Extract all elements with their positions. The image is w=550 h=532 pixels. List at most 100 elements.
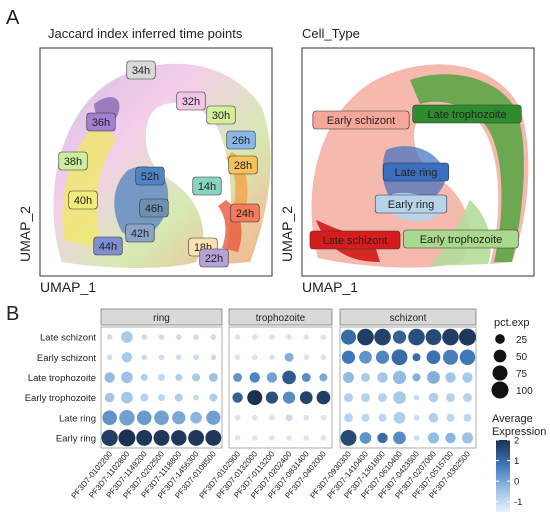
right-umap-label-text: Late schizont [323,235,388,247]
left-umap-label-text: 36h [92,117,110,129]
dot [340,329,357,345]
dot [251,354,258,361]
right-umap-label-text: Late ring [395,167,438,179]
dot [157,394,166,402]
row-label: Early ring [56,433,96,444]
dot [425,329,442,346]
dot [391,349,408,366]
dot [157,373,166,381]
color-tick-label: 1 [514,456,519,467]
dot [442,349,459,365]
dot [175,334,182,340]
right-umap-label: Late schizont [309,230,401,250]
dot [284,352,294,362]
color-tick-label: 2 [514,436,519,447]
row-label: Early schizont [37,353,96,364]
dot [463,413,472,422]
dot [174,393,183,402]
dot [428,412,439,423]
dot [393,431,406,445]
dot [102,410,117,426]
dot [342,371,355,383]
dot [413,414,420,421]
right-umap-label: Early trophozoite [403,229,519,249]
dot [359,432,372,444]
dot [251,435,258,441]
dot [193,354,199,361]
left-umap-label-text: 42h [131,228,149,240]
left-umap-label-text: 32h [182,96,200,108]
dot [303,354,310,361]
dot [104,392,115,403]
facet-strip [100,308,223,326]
left-umap-label: 38h [58,151,88,171]
dot [190,411,202,424]
dot [269,435,275,441]
row-label: Late trophozoite [28,373,96,384]
dot [393,391,406,404]
left-umap-label-text: 30h [212,110,230,122]
dot [303,435,310,441]
dot [286,334,292,340]
dot [303,334,310,340]
row-label: Late ring [59,413,96,424]
dot [251,334,258,340]
left-umap-label: 24h [230,203,260,223]
size-legend: 25 50 75 100 [491,334,533,399]
dot [265,391,279,404]
dot [106,334,113,340]
right-umap-label: Late trophozoite [412,104,522,124]
dot [158,334,165,340]
dot [320,435,327,441]
dot [320,414,327,421]
right-umap-label: Early schizont [312,110,410,130]
dot [303,414,310,421]
dot [357,328,374,346]
left-umap-label: 26h [226,130,256,150]
dot [193,334,199,340]
color-tick-label: -1 [514,497,522,508]
facet-panel [100,326,223,449]
dot [301,372,311,382]
dot [378,413,387,422]
left-umap-label: 52h [135,166,165,186]
left-umap-label-text: 40h [74,195,92,207]
dot [393,411,406,424]
dot [340,429,357,446]
dot [285,414,293,422]
dot [141,334,148,340]
dot [442,328,459,346]
dot [208,372,218,382]
dot [459,328,476,346]
right-umap-label-text: Early ring [388,199,434,211]
dot [121,391,133,404]
dot [136,410,152,426]
dot [344,413,353,423]
left-umap-label: 36h [86,112,116,132]
size-legend-dot [495,334,505,344]
color-tick-label: 0 [514,477,519,488]
dot [378,393,387,403]
dot [206,410,221,425]
left-umap-label: 44h [93,236,123,256]
dot [209,393,218,402]
left-umap-label: 40h [68,190,98,210]
dot [461,432,474,444]
dot [205,429,222,446]
left-umap-label: 30h [206,105,236,125]
size-legend-title: pct.exp [494,317,529,329]
dot [413,394,420,401]
dot [153,429,170,446]
dot [286,435,292,441]
dot [320,354,327,361]
dot [446,413,455,422]
left-umap-label: 22h [199,248,229,268]
dot [210,354,217,361]
left-umap-label-text: 14h [198,181,216,193]
color-legend-title-1: Average [492,413,533,425]
panel-a-letter: A [6,7,20,29]
dot [121,371,133,384]
dot [247,390,263,406]
dot [232,392,243,403]
